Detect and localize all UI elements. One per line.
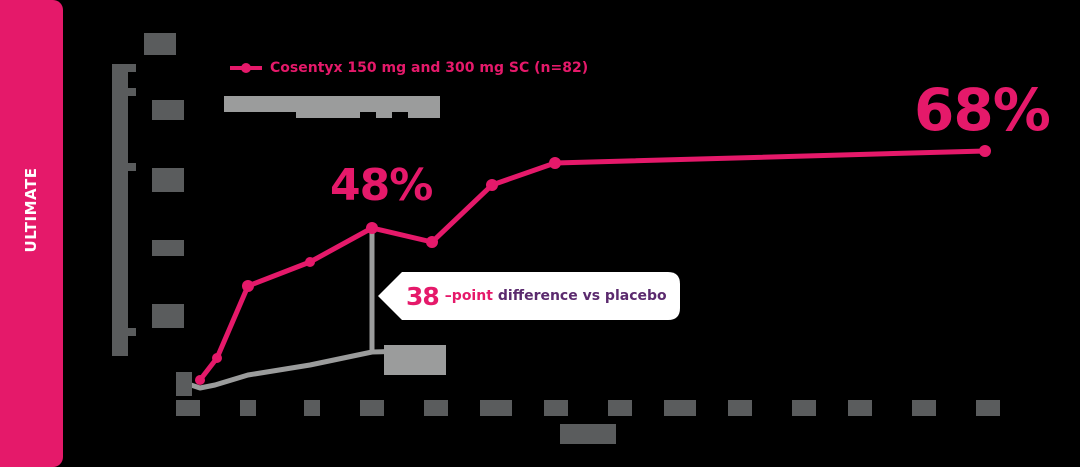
y-tick — [128, 64, 136, 72]
treatment-line — [198, 148, 986, 382]
final-value-label: 68% — [914, 76, 1051, 144]
y-axis-title-block — [112, 64, 128, 356]
callout-number: 38 — [406, 281, 440, 311]
y-tick — [128, 163, 136, 171]
callout-text: difference vs placebo — [497, 288, 667, 304]
callout-unit: –point — [444, 288, 493, 304]
week4-value-label: 48% — [330, 160, 433, 211]
y-tick — [128, 328, 136, 336]
y-tick-labels — [144, 33, 184, 328]
legend — [224, 63, 440, 118]
callout-box — [378, 272, 680, 320]
legend-treatment-label: Cosentyx 150 mg and 300 mg SC (n=82) — [270, 60, 589, 76]
treatment-markers — [195, 145, 991, 385]
y-tick — [128, 88, 136, 96]
placebo-label-block — [384, 345, 446, 375]
legend-placebo-block — [224, 96, 440, 112]
side-panel: ULTIMATE — [0, 0, 63, 467]
x-tick-labels — [176, 400, 1000, 416]
x-axis-title-block — [560, 424, 616, 444]
difference-callout: 38 –point difference vs placebo — [388, 272, 680, 320]
